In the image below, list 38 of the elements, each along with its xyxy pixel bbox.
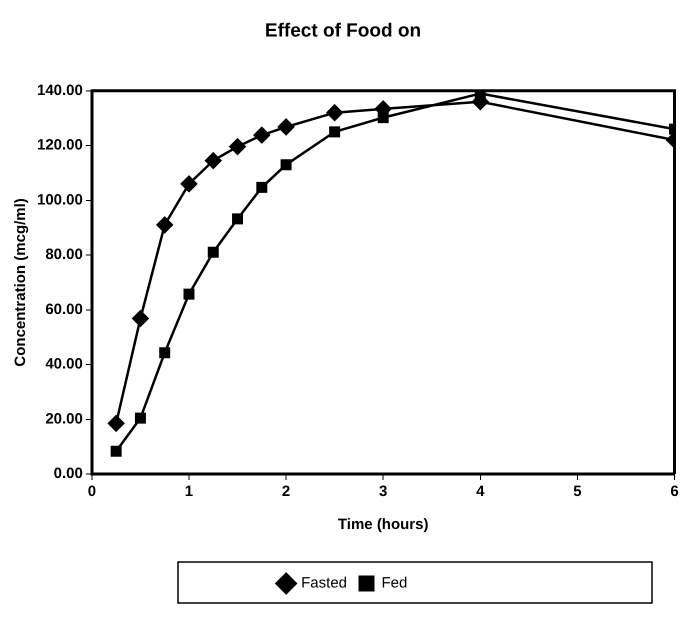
y-tick-label: 60.00 [45,300,83,318]
point [110,446,122,457]
y-tick-label: 40.00 [45,356,83,373]
x-tick-label: 3 [379,483,388,500]
x-tick-label: 5 [573,483,582,500]
x-tick-label: 4 [476,483,486,500]
y-axis-title: Concentration (mcg/ml) [12,198,30,367]
point [229,138,246,155]
chart-title: Effect of Food on [264,20,422,42]
point [329,126,340,138]
point [159,347,170,358]
point [326,104,343,121]
y-tick-label: 100.00 [36,191,83,208]
point [278,118,294,136]
point [280,159,292,170]
point [254,126,270,144]
y-tick-label: 20.00 [45,410,83,428]
x-tick-label: 2 [282,483,290,500]
x-tick-label: 1 [184,483,194,500]
point [232,213,244,224]
x-tick-label: 0 [88,483,96,500]
point [183,288,194,300]
legend-label: Fed [382,574,408,592]
x-tick-label: 6 [670,483,679,500]
y-tick-label: 0.00 [54,465,83,482]
point [205,152,222,169]
y-tick-label: 140.00 [36,82,83,99]
y-tick-label: 80.00 [45,246,83,264]
point [132,310,149,327]
point [108,415,124,432]
point [180,176,198,192]
point [156,216,173,234]
point [256,182,268,193]
legend-label: Fasted [301,574,348,592]
point [134,412,146,424]
y-tick-label: 120.00 [36,136,83,154]
point [208,246,219,258]
x-axis-title: Time (hours) [338,516,428,534]
